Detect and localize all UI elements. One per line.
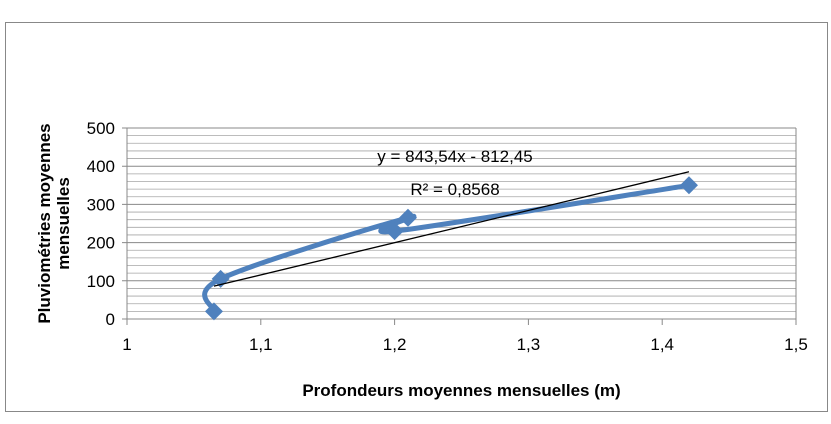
y-tick-label: 500 [87, 119, 115, 138]
y-tick-label: 0 [106, 310, 115, 329]
marker [385, 222, 404, 241]
x-tick-label: 1,4 [650, 335, 674, 354]
x-tick-label: 1,5 [784, 335, 808, 354]
x-tick-label: 1,2 [383, 335, 407, 354]
y-tick-label: 300 [87, 195, 115, 214]
chart-border [5, 22, 828, 412]
x-tick-label: 1 [122, 335, 131, 354]
x-tick-label: 1,1 [249, 335, 273, 354]
trendline-equation: y = 843,54x - 812,45 [377, 147, 532, 166]
x-tick-label: 1,3 [517, 335, 541, 354]
y-tick-label: 400 [87, 157, 115, 176]
y-tick-label: 200 [87, 234, 115, 253]
marker [204, 302, 223, 321]
y-tick-label: 100 [87, 272, 115, 291]
marker [398, 208, 417, 227]
trendline-r2: R² = 0,8568 [410, 180, 499, 199]
trendline [213, 171, 690, 287]
marker [679, 176, 698, 195]
x-axis-title: Profondeurs moyennes mensuelles (m) [302, 381, 620, 400]
y-axis-title: Pluviométries moyennesmensuelles [35, 123, 73, 323]
